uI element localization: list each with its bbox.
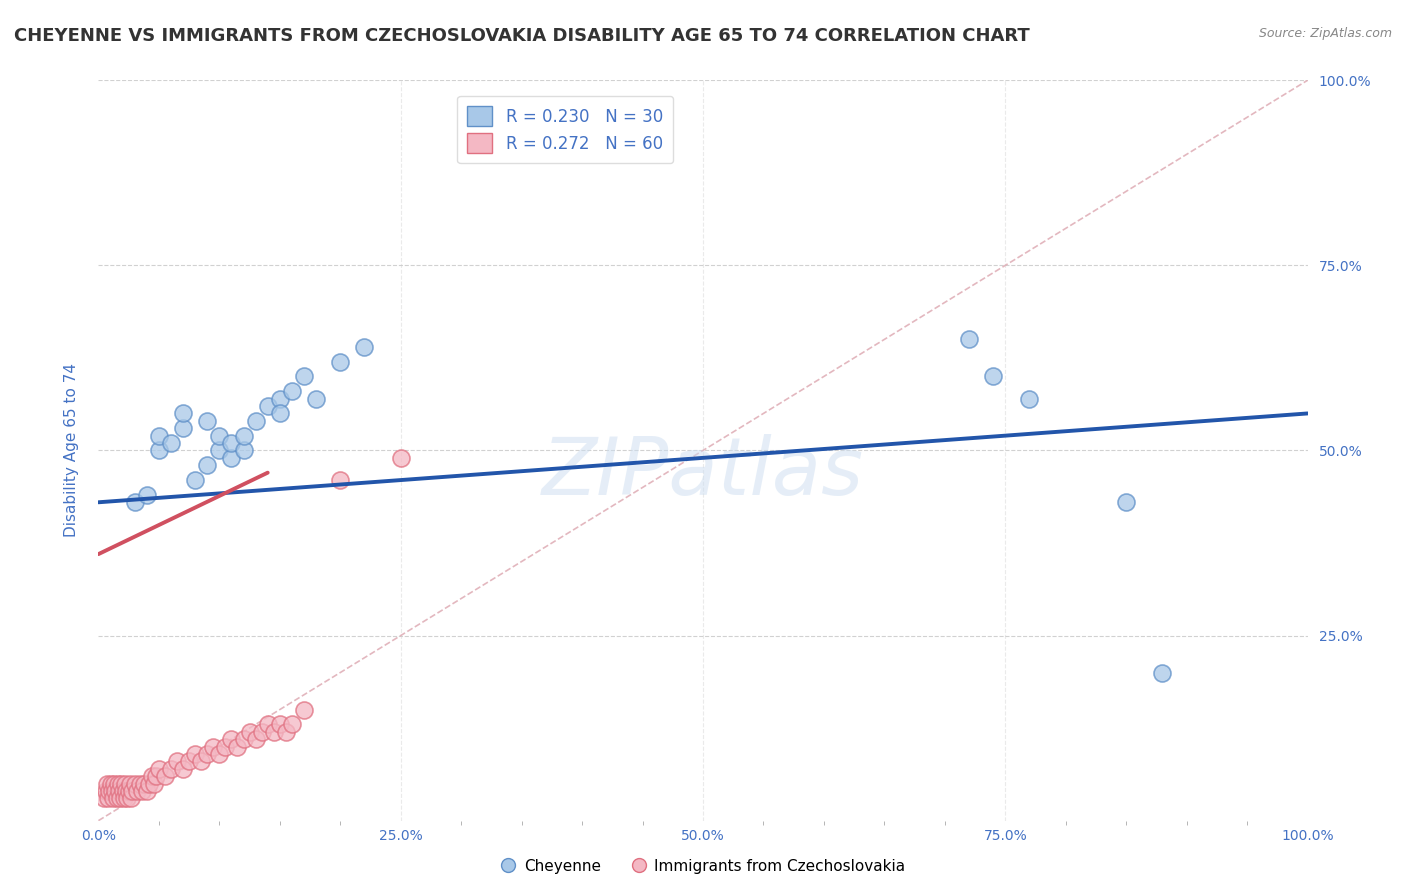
Point: [329, 473, 352, 487]
Point: [118, 776, 141, 791]
Point: [226, 739, 249, 754]
Point: [208, 428, 231, 442]
Point: [141, 769, 163, 783]
Point: [100, 784, 122, 798]
Point: [214, 739, 236, 754]
Point: [118, 784, 141, 798]
Point: [101, 791, 124, 805]
Point: [256, 399, 278, 413]
Point: [131, 784, 153, 798]
Point: [269, 717, 291, 731]
Point: [108, 784, 131, 798]
Point: [93, 791, 115, 805]
Point: [195, 414, 218, 428]
Point: [135, 784, 157, 798]
Y-axis label: Disability Age 65 to 74: Disability Age 65 to 74: [65, 363, 79, 538]
Point: [100, 776, 122, 791]
Point: [263, 724, 285, 739]
Point: [208, 443, 231, 458]
Point: [202, 739, 225, 754]
Point: [103, 776, 125, 791]
Point: [111, 784, 134, 798]
Point: [179, 755, 201, 769]
Point: [172, 421, 194, 435]
Point: [269, 392, 291, 406]
Point: [105, 791, 128, 805]
Point: [232, 732, 254, 747]
Point: [274, 724, 297, 739]
Point: [305, 392, 328, 406]
Point: [134, 776, 156, 791]
Point: [117, 791, 139, 805]
Point: [166, 755, 188, 769]
Point: [128, 776, 150, 791]
Point: [221, 436, 243, 450]
Point: [269, 407, 291, 421]
Point: [121, 784, 143, 798]
Point: [292, 703, 315, 717]
Point: [1152, 665, 1174, 680]
Point: [153, 769, 176, 783]
Legend: R = 0.230   N = 30, R = 0.272   N = 60: R = 0.230 N = 30, R = 0.272 N = 60: [457, 96, 673, 163]
Point: [250, 724, 273, 739]
Point: [232, 428, 254, 442]
Point: [957, 332, 980, 346]
Point: [114, 776, 136, 791]
Point: [94, 784, 117, 798]
Point: [221, 732, 243, 747]
Point: [184, 747, 207, 761]
Point: [245, 414, 267, 428]
Text: ZIPatlas: ZIPatlas: [541, 434, 865, 512]
Point: [148, 762, 170, 776]
Point: [127, 784, 149, 798]
Legend: Cheyenne, Immigrants from Czechoslovakia: Cheyenne, Immigrants from Czechoslovakia: [495, 853, 911, 880]
Point: [221, 450, 243, 465]
Text: CHEYENNE VS IMMIGRANTS FROM CZECHOSLOVAKIA DISABILITY AGE 65 TO 74 CORRELATION C: CHEYENNE VS IMMIGRANTS FROM CZECHOSLOVAK…: [14, 27, 1029, 45]
Point: [107, 776, 129, 791]
Point: [292, 369, 315, 384]
Point: [329, 354, 352, 368]
Point: [148, 443, 170, 458]
Point: [98, 784, 121, 798]
Point: [232, 443, 254, 458]
Point: [124, 776, 146, 791]
Point: [120, 791, 142, 805]
Point: [281, 717, 304, 731]
Point: [135, 488, 157, 502]
Point: [160, 436, 183, 450]
Point: [104, 784, 127, 798]
Point: [145, 769, 167, 783]
Point: [110, 776, 132, 791]
Point: [112, 791, 135, 805]
Point: [208, 747, 231, 761]
Point: [1115, 495, 1137, 509]
Point: [108, 791, 131, 805]
Point: [389, 450, 412, 465]
Point: [184, 473, 207, 487]
Point: [245, 732, 267, 747]
Point: [148, 428, 170, 442]
Point: [195, 458, 218, 473]
Point: [281, 384, 304, 399]
Point: [190, 755, 212, 769]
Point: [96, 776, 118, 791]
Point: [239, 724, 262, 739]
Point: [143, 776, 166, 791]
Point: [1018, 392, 1040, 406]
Point: [115, 784, 138, 798]
Point: [172, 762, 194, 776]
Point: [195, 747, 218, 761]
Point: [172, 407, 194, 421]
Text: Source: ZipAtlas.com: Source: ZipAtlas.com: [1258, 27, 1392, 40]
Point: [97, 791, 120, 805]
Point: [256, 717, 278, 731]
Point: [138, 776, 160, 791]
Point: [160, 762, 183, 776]
Point: [124, 495, 146, 509]
Point: [353, 340, 375, 354]
Point: [981, 369, 1004, 384]
